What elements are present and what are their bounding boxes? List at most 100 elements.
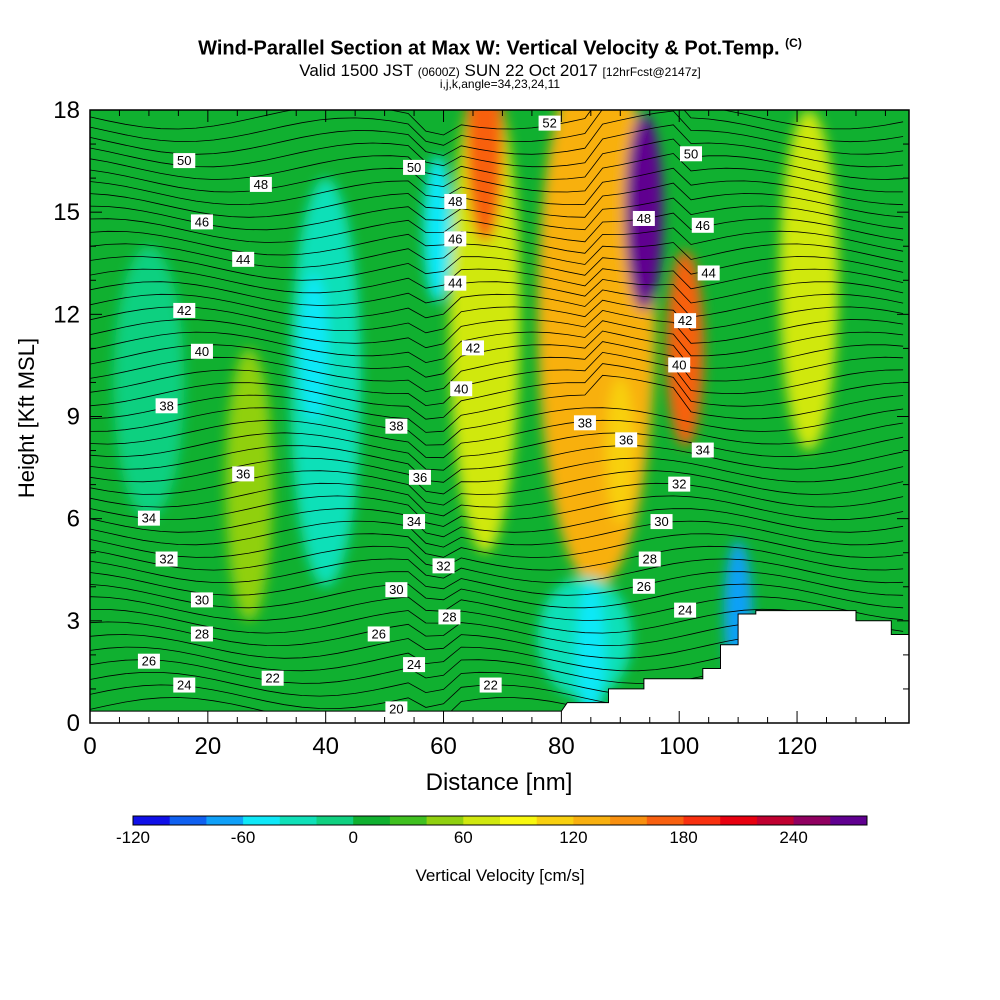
theta-label-text: 28 [442,609,456,624]
theta-contour [90,341,904,393]
colorbar-swatch [169,816,207,825]
theta-label: 44 [697,265,720,281]
theta-label: 48 [249,176,272,192]
theta-label-text: 48 [254,177,268,192]
subtitle-date: SUN 22 Oct 2017 [464,61,598,80]
theta-contour [90,242,904,269]
colorbar-swatch [536,816,574,825]
theta-label: 50 [173,153,196,169]
theta-label-text: 32 [672,477,686,492]
x-tick-label: 120 [777,733,817,760]
theta-contour [90,227,904,256]
theta-label: 42 [461,340,484,356]
theta-label-text: 26 [142,654,156,669]
theta-contour [90,520,904,548]
colorbar-swatch [720,816,758,825]
theta-label-text: 48 [637,211,651,226]
y-tick-label: 3 [67,608,80,635]
theta-label: 34 [137,510,160,526]
subtitle-utc: (0600Z) [417,65,460,79]
x-axis-label: Distance [nm] [426,769,573,796]
theta-label-text: 34 [407,514,421,529]
x-tick-label: 80 [548,733,575,760]
theta-label: 48 [632,210,655,226]
theta-label-text: 44 [701,265,715,280]
colorbar-swatch [316,816,354,825]
theta-label: 30 [385,582,408,598]
theta-contour [90,182,904,218]
theta-label-text: 38 [159,398,173,413]
theta-label-text: 32 [436,558,450,573]
theta-label: 26 [367,626,390,642]
theta-label-text: 34 [696,443,710,458]
theta-label: 42 [674,313,697,329]
theta-contour [90,278,904,306]
theta-contour [90,110,904,146]
field-band [113,246,185,519]
theta-label: 40 [668,357,691,373]
theta-label: 24 [173,677,196,693]
theta-label-text: 50 [407,160,421,175]
theta-label-text: 42 [177,303,191,318]
colorbar-tick-label: 240 [779,828,807,847]
theta-label-text: 40 [454,381,468,396]
theta-label: 40 [450,381,473,397]
theta-label-text: 28 [195,626,209,641]
theta-contour [90,197,904,231]
theta-contours [90,110,904,723]
theta-contour [90,256,904,281]
colorbar-swatch [279,816,317,825]
theta-label-text: 24 [678,603,692,618]
colorbar-tick-label: 180 [669,828,697,847]
theta-contour [90,419,904,459]
chart-title: Wind-Parallel Section at Max W: Vertical… [0,36,1000,61]
theta-contour [90,508,904,538]
theta-label-text: 38 [578,415,592,430]
theta-contour [90,533,904,558]
theta-label: 32 [155,551,178,567]
theta-label: 28 [190,626,213,642]
theta-label: 52 [538,115,561,131]
theta-label-text: 40 [195,344,209,359]
velocity-feature [465,110,504,243]
velocity-feature [423,155,452,303]
field-band [225,348,273,621]
theta-label-text: 36 [413,470,427,485]
theta-contour [90,110,904,156]
colorbar-swatch [756,816,795,825]
subtitle-valid: Valid 1500 JST [299,61,413,80]
theta-contour [90,351,904,407]
theta-contour [90,363,904,420]
theta-label-text: 38 [389,419,403,434]
chart-subtitle-indices: i,j,k,angle=34,23,24,11 [439,77,561,91]
theta-contour [90,482,904,517]
chart-title-suffix: (C) [785,36,802,50]
theta-contour [90,309,904,349]
theta-label: 36 [232,466,255,482]
field-band [779,110,839,451]
y-tick-label: 0 [67,710,80,737]
colorbar-tick-label: -60 [231,828,256,847]
theta-contour [90,470,904,506]
theta-label-text: 36 [619,432,633,447]
colorbar-swatch [463,816,501,825]
theta-label-text: 26 [371,626,385,641]
theta-label: 32 [668,476,691,492]
x-tick-label: 0 [83,733,96,760]
theta-contour-labels: 50 48 46 44 42 40 38 36 34 32 30 28 26 24 22 50 48 46 44 42… [137,115,720,717]
theta-label-text: 28 [643,552,657,567]
colorbar-swatch [426,816,464,825]
theta-label-text: 44 [236,252,250,267]
theta-label-text: 42 [466,340,480,355]
theta-label: 20 [385,701,408,717]
theta-label-text: 50 [684,146,698,161]
colorbar-label: Vertical Velocity [cm/s] [415,866,584,885]
velocity-feature [606,376,635,525]
theta-contour [90,289,904,319]
theta-label-text: 26 [637,579,651,594]
y-tick-label: 9 [67,404,80,431]
theta-label: 24 [674,602,697,618]
colorbar-swatch [793,816,831,825]
